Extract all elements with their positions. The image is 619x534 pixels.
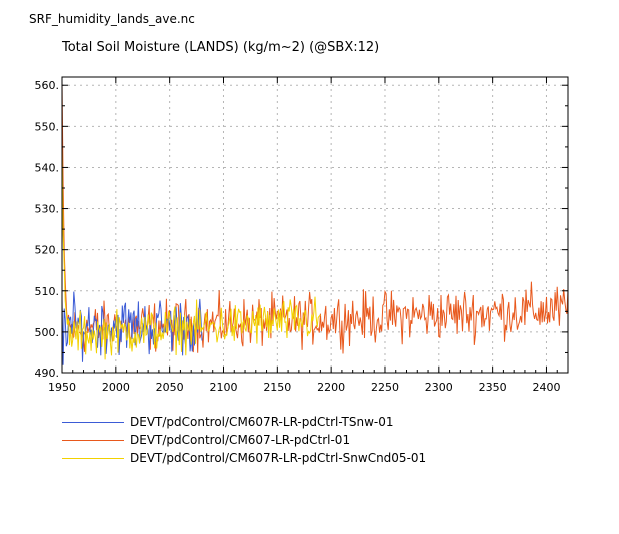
x-tick-label-5: 2200 <box>317 381 345 394</box>
chart-title: Total Soil Moisture (LANDS) (kg/m~2) (@S… <box>62 40 380 55</box>
x-tick-label-9: 2400 <box>532 381 560 394</box>
x-tick-label-1: 2000 <box>102 381 130 394</box>
legend-label-snwcnd: DEVT/pdControl/CM607R-LR-pdCtrl-SnwCnd05… <box>130 451 427 465</box>
x-tick-label-0: 1950 <box>48 381 76 394</box>
y-tick-label-1: 500. <box>35 326 60 339</box>
y-tick-label-2: 510. <box>35 285 60 298</box>
legend-swatch-snwcnd <box>62 458 124 459</box>
legend-label-tsnw: DEVT/pdControl/CM607R-LR-pdCtrl-TSnw-01 <box>130 415 394 429</box>
series-line-2 <box>61 146 321 360</box>
y-tick-label-6: 550. <box>35 120 60 133</box>
x-tick-label-2: 2050 <box>156 381 184 394</box>
y-tick-label-0: 490. <box>35 367 60 380</box>
x-tick-label-7: 2300 <box>425 381 453 394</box>
x-tick-label-4: 2150 <box>263 381 291 394</box>
y-tick-label-3: 520. <box>35 244 60 257</box>
x-tick-label-6: 2250 <box>371 381 399 394</box>
legend-swatch-tsnw <box>62 422 124 423</box>
y-tick-label-5: 540. <box>35 161 60 174</box>
legend-label-pdctrl: DEVT/pdControl/CM607-LR-pdCtrl-01 <box>130 433 351 447</box>
x-tick-label-3: 2100 <box>209 381 237 394</box>
y-tick-label-4: 530. <box>35 203 60 216</box>
series-line-1 <box>61 81 569 354</box>
y-tick-label-7: 560. <box>35 79 60 92</box>
plot-frame <box>61 76 569 374</box>
file-name: SRF_humidity_lands_ave.nc <box>29 12 195 26</box>
legend-swatch-pdctrl <box>62 440 124 441</box>
x-tick-label-8: 2350 <box>479 381 507 394</box>
